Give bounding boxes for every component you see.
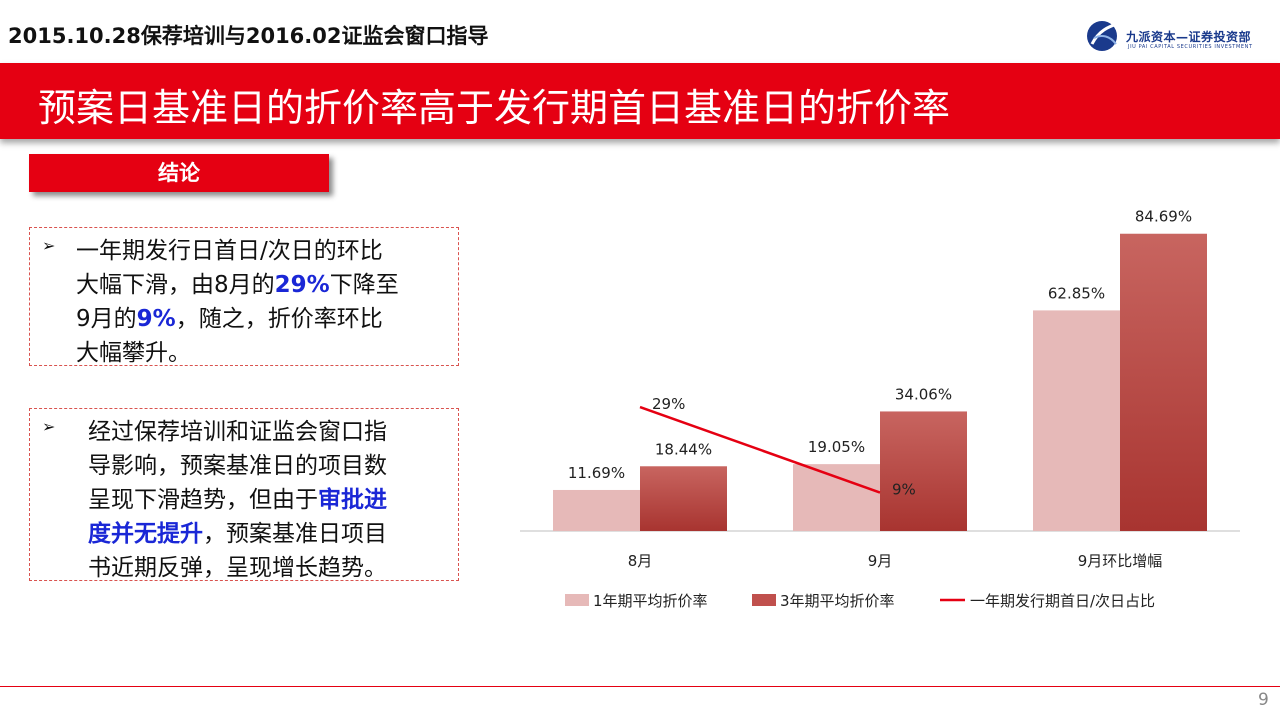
- text-line: 经过保荐培训和证监会窗口指: [88, 419, 387, 445]
- conclusion-tag: 结论: [29, 154, 329, 192]
- bar-data-label: 11.69%: [568, 464, 625, 482]
- highlight-text: 审批进: [318, 487, 387, 513]
- x-tick-label: 9月: [868, 552, 893, 570]
- bar: [793, 464, 880, 531]
- highlight-value: 9%: [136, 306, 176, 332]
- bar-data-label: 18.44%: [655, 440, 712, 458]
- conclusion-box-2: ➢ 经过保荐培训和证监会窗口指 导影响，预案基准日的项目数 呈现下滑趋势，但由于…: [29, 408, 459, 581]
- bar: [553, 489, 640, 531]
- text-line: 9月的9%，随之，折价率环比: [76, 306, 383, 332]
- bar-data-label: 62.85%: [1048, 284, 1105, 302]
- x-tick-label: 9月环比增幅: [1078, 552, 1163, 570]
- logo-english-name: JIU PAI CAPITAL SECURITIES INVESTMENT: [1128, 44, 1253, 50]
- conclusion-box-1: ➢ 一年期发行日首日/次日的环比 大幅下滑，由8月的29%下降至 9月的9%，随…: [29, 227, 459, 366]
- document-title: 2015.10.28保荐培训与2016.02证监会窗口指导: [8, 24, 489, 48]
- bar-data-label: 34.06%: [895, 385, 952, 403]
- highlight-value: 29%: [274, 272, 330, 298]
- line-series: [639, 405, 881, 494]
- line-data-label: 29%: [652, 395, 685, 413]
- bar-data-label: 84.69%: [1135, 208, 1192, 226]
- legend-label: 3年期平均折价率: [780, 592, 895, 610]
- bar: [1120, 233, 1207, 531]
- highlight-text: 度并无提升: [88, 521, 203, 547]
- bar: [880, 411, 967, 531]
- logo-mark-icon: [1087, 20, 1123, 51]
- bullet-arrow-icon: ➢: [42, 236, 56, 255]
- conclusion-text-2: 经过保荐培训和证监会窗口指 导影响，预案基准日的项目数 呈现下滑趋势，但由于审批…: [88, 415, 458, 585]
- page-number: 9: [1258, 690, 1269, 710]
- bar: [640, 466, 727, 531]
- company-logo: 九派资本—证券投资部 JIU PAI CAPITAL SECURITIES IN…: [1082, 14, 1262, 58]
- logo-chinese-name: 九派资本—证券投资部: [1126, 30, 1252, 44]
- bar: [1033, 310, 1120, 531]
- bullet-arrow-icon: ➢: [42, 417, 56, 436]
- bar-data-label: 19.05%: [808, 438, 865, 456]
- line-data-label: 9%: [892, 481, 916, 499]
- x-tick-label: 8月: [628, 552, 653, 570]
- legend-swatch: [752, 594, 776, 606]
- footer-divider: [0, 686, 1280, 687]
- slide-title: 预案日基准日的折价率高于发行期首日基准日的折价率: [38, 86, 951, 130]
- slide-title-banner: 预案日基准日的折价率高于发行期首日基准日的折价率: [0, 63, 1280, 139]
- text-line: 度并无提升，预案基准日项目: [88, 521, 387, 547]
- text-line: 书近期反弹，呈现增长趋势。: [88, 555, 387, 581]
- legend-label: 一年期发行期首日/次日占比: [970, 592, 1155, 610]
- legend-label: 1年期平均折价率: [593, 592, 708, 610]
- text-line: 大幅下滑，由8月的29%下降至: [76, 272, 399, 298]
- conclusion-label: 结论: [158, 161, 200, 185]
- legend-swatch: [565, 594, 589, 606]
- text-line: 大幅攀升。: [76, 340, 191, 366]
- conclusion-text-1: 一年期发行日首日/次日的环比 大幅下滑，由8月的29%下降至 9月的9%，随之，…: [76, 234, 456, 370]
- text-line: 导影响，预案基准日的项目数: [88, 453, 387, 479]
- text-line: 一年期发行日首日/次日的环比: [76, 238, 383, 264]
- text-line: 呈现下滑趋势，但由于审批进: [88, 487, 387, 513]
